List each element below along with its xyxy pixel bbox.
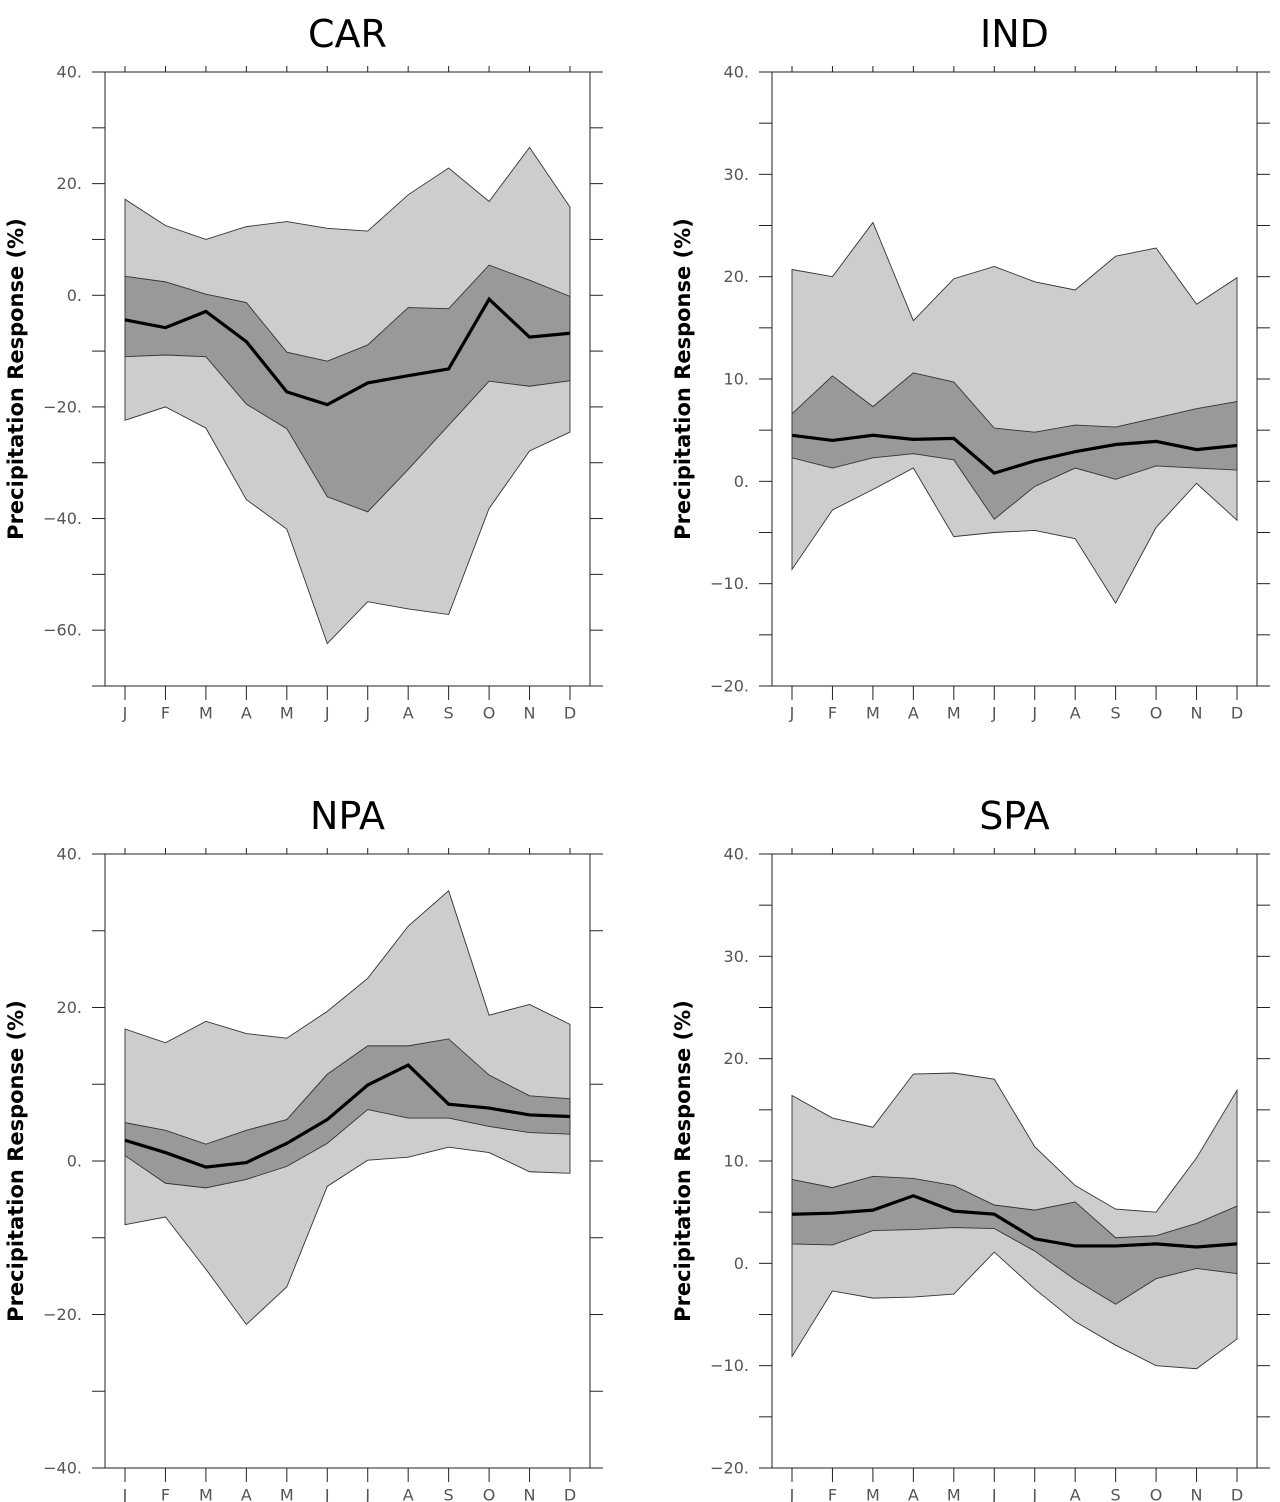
month-label: S [444,704,454,723]
month-label: J [122,704,128,723]
month-label: N [1191,704,1203,723]
plot-frame [104,71,591,687]
y-tick-label: 0. [67,1152,82,1171]
month-label: A [403,704,414,723]
month-label: F [161,1486,170,1502]
month-label: J [364,704,370,723]
month-label: O [483,1486,496,1502]
panel-spa: SPA Precipitation Response (%) 40. 30. 20. 10… [671,794,1270,1502]
y-tick-label: −40. [43,509,82,528]
y-tick-label: 20. [724,1049,749,1068]
month-label: J [324,1486,330,1502]
month-label: S [1111,704,1121,723]
month-label: S [444,1486,454,1502]
panel-car: CAR Precipitation Response (%) 40. 20. 0. −20… [4,12,603,723]
month-label: J [1031,704,1037,723]
y-axis-label: Precipitation Response (%) [671,218,695,540]
month-label: J [789,1486,795,1502]
month-label: F [828,1486,837,1502]
month-label: M [947,1486,961,1502]
y-tick-label: 20. [57,998,82,1017]
y-tick-label: 10. [724,370,749,389]
month-label: O [483,704,496,723]
month-label: M [199,1486,213,1502]
month-label: F [828,704,837,723]
month-label: F [161,704,170,723]
month-label: N [1191,1486,1203,1502]
month-label: J [991,704,997,723]
month-label: J [991,1486,997,1502]
y-tick-label: 30. [724,165,749,184]
y-tick-label: 40. [724,845,749,864]
y-tick-label: 30. [724,947,749,966]
panel-ind: IND Precipitation Response (%) 40. 30. 20. 10… [671,12,1270,723]
panel-npa: NPA Precipitation Response (%) 40. 20. 0. −20… [4,794,603,1502]
month-label: J [324,704,330,723]
y-tick-label: 40. [57,845,82,864]
month-label: J [122,1486,128,1502]
month-label: A [908,1486,919,1502]
month-label: N [524,704,536,723]
month-label: A [241,704,252,723]
y-tick-label: −20. [43,397,82,416]
month-label: D [564,1486,576,1502]
y-tick-label: −10. [710,1356,749,1375]
month-label: J [1031,1486,1037,1502]
y-tick-label: 0. [67,286,82,305]
inner-range-band [124,264,571,513]
y-tick-label: 10. [724,1152,749,1171]
inner-range-band [791,1175,1238,1305]
month-label: D [1231,1486,1243,1502]
month-label: M [199,704,213,723]
panel-title: SPA [979,794,1050,838]
month-label: M [866,704,880,723]
month-label: A [241,1486,252,1502]
panel-title: NPA [310,794,385,838]
month-label: O [1150,1486,1163,1502]
month-label: J [789,704,795,723]
month-label: M [866,1486,880,1502]
y-tick-label: −20. [43,1305,82,1324]
y-tick-label: 20. [724,267,749,286]
median-line [124,1063,571,1169]
y-tick-label: −60. [43,621,82,640]
median-line [791,433,1238,475]
month-label: M [947,704,961,723]
month-label: D [564,704,576,723]
inner-range-band [124,1038,571,1189]
panel-title: CAR [308,12,387,56]
y-axis-label: Precipitation Response (%) [4,1000,28,1322]
median-line [124,296,571,407]
month-label: S [1111,1486,1121,1502]
month-label: M [280,1486,294,1502]
outer-range-band [791,221,1238,605]
month-label: N [524,1486,536,1502]
month-label: A [1070,1486,1081,1502]
inner-range-band [791,372,1238,520]
month-label: O [1150,704,1163,723]
month-label: A [1070,704,1081,723]
y-tick-label: 40. [724,63,749,82]
y-tick-label: −40. [43,1459,82,1478]
y-tick-label: 0. [734,1254,749,1273]
month-label: A [908,704,919,723]
panel-title: IND [980,12,1049,56]
y-axis-label: Precipitation Response (%) [671,1000,695,1322]
y-tick-label: −20. [710,1459,749,1478]
month-label: A [403,1486,414,1502]
y-tick-label: 40. [57,63,82,82]
y-tick-label: −20. [710,677,749,696]
month-label: J [364,1486,370,1502]
y-tick-label: 0. [734,472,749,491]
y-axis-label: Precipitation Response (%) [4,218,28,540]
month-label: M [280,704,294,723]
median-line [791,1194,1238,1249]
y-tick-label: 20. [57,174,82,193]
month-label: D [1231,704,1243,723]
y-tick-label: −10. [710,574,749,593]
